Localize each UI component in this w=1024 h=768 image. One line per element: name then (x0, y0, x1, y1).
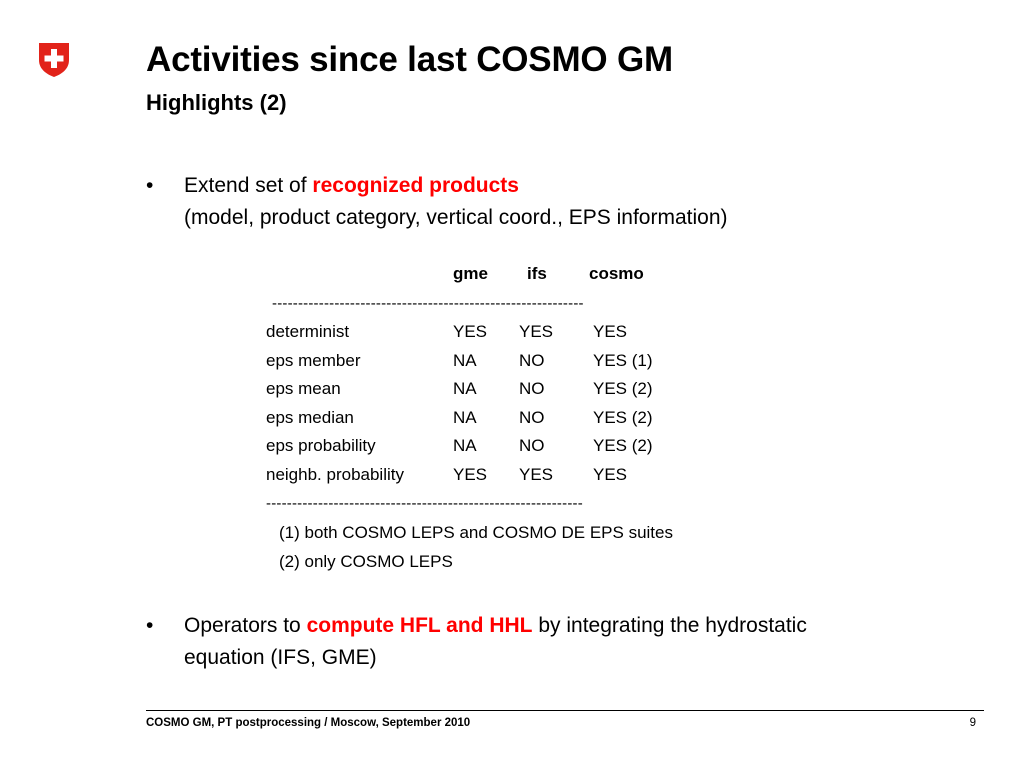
cell-ifs: NO (519, 379, 545, 398)
bullet-highlight: compute HFL and HHL (306, 614, 533, 637)
cell-cosmo: YES (593, 322, 628, 341)
cell-cosmo: YES (2) (593, 408, 653, 427)
swiss-flag-shield-icon (38, 42, 70, 78)
table-divider-top: ----------------------------------------… (272, 295, 584, 312)
cell-gme: NA (453, 408, 477, 427)
footer-divider (146, 710, 984, 711)
bullet-prefix: Operators to (184, 614, 307, 637)
bullet-line-1: Operators to compute HFL and HHL by inte… (184, 610, 807, 642)
table-row: eps member NA NO YES (1) (0, 351, 1024, 379)
table-header-ifs: ifs (527, 264, 547, 283)
table-row: eps median NA NO YES (2) (0, 408, 1024, 436)
table-header-cosmo: cosmo (589, 264, 644, 283)
cell-gme: YES (453, 465, 488, 484)
row-label: eps member (266, 351, 361, 370)
slide-title: Activities since last COSMO GM (146, 40, 673, 79)
cell-cosmo: YES (2) (593, 436, 653, 455)
bullet-highlight: recognized products (312, 174, 519, 197)
table-row: neighb. probability YES YES YES (0, 465, 1024, 493)
page-number: 9 (969, 717, 976, 729)
table-header-gme: gme (453, 264, 488, 283)
cell-ifs: YES (519, 465, 554, 484)
table-row: determinist YES YES YES (0, 322, 1024, 350)
cell-gme: NA (453, 351, 477, 370)
bullet-suffix: by integrating the hydrostatic (532, 614, 807, 637)
cell-gme: NA (453, 436, 477, 455)
bullet-marker: • (146, 174, 154, 197)
table-divider-bottom: ----------------------------------------… (266, 495, 583, 512)
slide-subtitle: Highlights (2) (146, 90, 287, 115)
cell-ifs: NO (519, 351, 545, 370)
bullet-prefix: Extend set of (184, 174, 313, 197)
row-label: eps mean (266, 379, 341, 398)
row-label: determinist (266, 322, 350, 341)
table-row: eps probability NA NO YES (2) (0, 436, 1024, 464)
row-label: eps median (266, 408, 354, 427)
row-label: eps probability (266, 436, 376, 455)
row-label: neighb. probability (266, 465, 404, 484)
bullet-line-1: Extend set of recognized products (184, 170, 728, 202)
cell-ifs: NO (519, 408, 545, 427)
cell-gme: NA (453, 379, 477, 398)
bullet-marker: • (146, 614, 154, 637)
cell-cosmo: YES (593, 465, 628, 484)
footer-text: COSMO GM, PT postprocessing / Moscow, Se… (146, 717, 471, 729)
table-row: eps mean NA NO YES (2) (0, 379, 1024, 407)
cell-gme: YES (453, 322, 488, 341)
cell-ifs: YES (519, 322, 554, 341)
table-footnote-1: (1) both COSMO LEPS and COSMO DE EPS sui… (279, 523, 673, 542)
cell-cosmo: YES (2) (593, 379, 653, 398)
table-footnote-2: (2) only COSMO LEPS (279, 552, 453, 571)
bullet-text: Operators to compute HFL and HHL by inte… (184, 610, 807, 674)
bullet-line-2: equation (IFS, GME) (184, 646, 377, 669)
cell-cosmo: YES (1) (593, 351, 653, 370)
cell-ifs: NO (519, 436, 545, 455)
bullet-text: Extend set of recognized products (model… (184, 170, 728, 234)
bullet-line-2: (model, product category, vertical coord… (184, 206, 728, 229)
